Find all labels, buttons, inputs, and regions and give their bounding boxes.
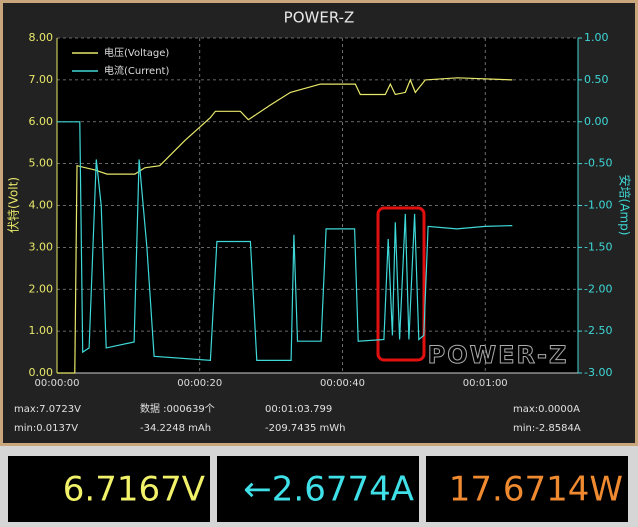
y2-tick-label: 0.00 <box>584 115 609 128</box>
y2-tick-label: -1.00 <box>584 199 612 212</box>
x-tick-label: 00:00:40 <box>320 378 365 389</box>
y-axis-label: 伏特(Volt) <box>6 177 21 233</box>
y2-tick-label: -3.00 <box>584 366 612 379</box>
y2-tick-label: -1.50 <box>584 240 612 253</box>
y2-tick-label: -2.00 <box>584 282 612 295</box>
y-tick-label: 6.00 <box>29 115 54 128</box>
y2-tick-label: 0.50 <box>584 73 609 86</box>
y2-tick-label: -0.50 <box>584 157 612 170</box>
y2-axis-label: 安培(Amp) <box>618 175 633 236</box>
x-tick-label: 00:00:20 <box>177 378 222 389</box>
readout-box <box>8 456 210 522</box>
readout-box <box>426 456 628 522</box>
readout: 17.6714W <box>449 470 623 510</box>
y2-tick-label: 1.00 <box>584 31 609 44</box>
stat-text: -34.2248 mAh <box>140 423 211 434</box>
y-tick-label: 8.00 <box>29 31 54 44</box>
x-tick-label: 00:00:00 <box>35 378 80 389</box>
highlight-box <box>376 206 426 362</box>
y2-tick-label: -2.50 <box>584 324 612 337</box>
chart-title: POWER-Z <box>284 9 355 27</box>
watermark: POWER-Z <box>428 341 569 369</box>
y-tick-label: 5.00 <box>29 157 54 170</box>
y-tick-label: 4.00 <box>29 199 54 212</box>
stat-text: min:0.0137V <box>14 423 78 434</box>
y-tick-label: 2.00 <box>29 282 54 295</box>
legend-label: 电压(Voltage) <box>104 46 169 59</box>
readout: 6.7167V <box>63 470 205 510</box>
stat-text: -209.7435 mWh <box>265 423 345 434</box>
stat-text: 数据 :000639个 <box>140 402 215 415</box>
legend-label: 电流(Current) <box>104 64 169 77</box>
stat-text: 00:01:03.799 <box>265 404 332 415</box>
stat-text: min:-2.8584A <box>513 423 581 434</box>
series-line <box>57 121 513 362</box>
y-tick-label: 1.00 <box>29 324 54 337</box>
y-tick-label: 0.00 <box>29 366 54 379</box>
x-tick-label: 00:01:00 <box>463 378 508 389</box>
readout-box <box>217 456 419 522</box>
stat-text: max:0.0000A <box>513 404 580 415</box>
stat-text: max:7.0723V <box>14 404 81 415</box>
y-tick-label: 7.00 <box>29 73 54 86</box>
series-line <box>57 77 513 374</box>
readout: ←2.6774A <box>243 470 414 510</box>
y-tick-label: 3.00 <box>29 240 54 253</box>
